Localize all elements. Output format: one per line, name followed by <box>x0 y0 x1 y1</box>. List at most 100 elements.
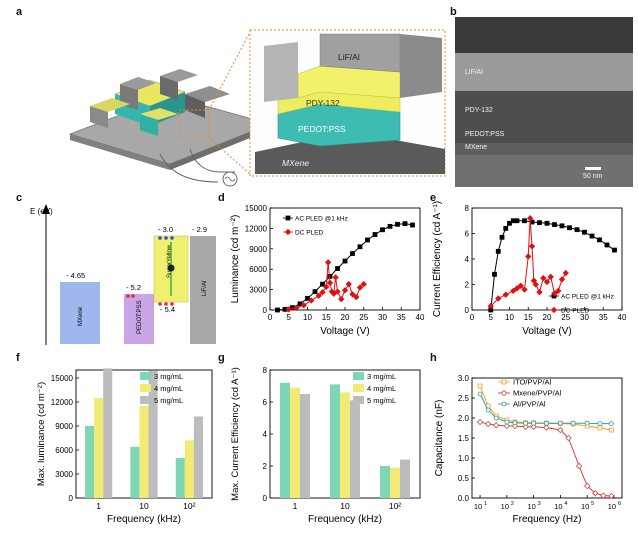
data-point <box>395 221 400 227</box>
legend-label: 5 mg/mL <box>367 396 396 405</box>
data-point <box>330 290 337 297</box>
y-tick-label: 4 <box>263 430 268 439</box>
legend-label: ITO/PVP/Al <box>513 378 552 387</box>
data-point <box>485 407 491 413</box>
legend-swatch <box>353 372 364 380</box>
x-tick-label: 25 <box>359 313 368 322</box>
bar <box>390 467 400 498</box>
legend-label: 3 mg/mL <box>154 372 183 381</box>
sem-label-pedot: PEDOT:PSS <box>465 131 505 138</box>
y-tick-label: 2.0 <box>458 414 470 423</box>
substrate-side <box>70 134 170 170</box>
data-point <box>510 287 517 295</box>
data-point <box>493 422 500 429</box>
data-point <box>557 420 563 426</box>
data-point <box>332 274 339 281</box>
x-tick-label: 10 <box>608 502 616 511</box>
bar <box>400 459 410 498</box>
bar <box>85 426 95 498</box>
x-tick-label: 40 <box>416 313 425 322</box>
data-point <box>357 244 363 250</box>
bar <box>340 392 350 498</box>
panel-letter-d: d <box>218 192 225 204</box>
data-point <box>540 274 547 282</box>
x-tick-exponent: 1 <box>484 501 487 507</box>
x-tick-label: 10 <box>581 502 589 511</box>
data-point <box>308 297 315 304</box>
data-point <box>275 307 280 313</box>
mxene-block-label: MXene <box>78 306 84 326</box>
data-point <box>513 285 521 292</box>
x-axis-label: Frequency (Hz) <box>513 514 582 525</box>
chart-max-efficiency: 0 2 4 6 8 1 10 10² Frequency (kHz) Max. Current E… <box>230 366 421 525</box>
y-axis-label: Luminance (cd m⁻²) <box>230 215 241 304</box>
y-tick-label: 6000 <box>249 265 267 274</box>
pedot-block <box>124 294 154 344</box>
y-tick-label: 12000 <box>245 224 268 233</box>
bar <box>380 466 390 498</box>
data-point <box>320 281 325 287</box>
y-tick-label: 1.5 <box>458 434 470 443</box>
y-tick-label: 3000 <box>55 470 73 479</box>
data-point <box>500 389 508 397</box>
y-tick-label: 3.0 <box>458 374 470 383</box>
y-tick-label: 15000 <box>51 374 74 383</box>
data-point <box>555 287 562 295</box>
x-tick-label: 0 <box>470 313 475 322</box>
sem-label-pdy: PDY-132 <box>465 107 493 114</box>
data-point <box>503 225 509 231</box>
data-point <box>547 273 554 281</box>
data-point <box>517 282 524 289</box>
wire <box>189 148 235 173</box>
data-point <box>410 222 415 228</box>
y-tick-label: 2.5 <box>458 394 470 403</box>
x-tick-label: 40 <box>618 313 627 322</box>
data-point <box>551 290 558 297</box>
data-point <box>507 220 512 226</box>
scale-bar <box>585 167 601 170</box>
x-tick-label: 1 <box>96 501 101 511</box>
data-point <box>402 221 408 227</box>
data-point <box>575 462 583 470</box>
bar <box>193 416 203 498</box>
x-tick-label: 10² <box>183 501 195 511</box>
legend-label: Mxene/PVP/Al <box>513 389 562 398</box>
data-point <box>531 420 537 426</box>
exciton-icon <box>167 264 175 272</box>
data-point <box>323 283 330 291</box>
x-tick-label: 10 <box>505 313 514 322</box>
data-point <box>584 420 590 426</box>
data-point <box>612 247 617 253</box>
data-point <box>543 420 549 426</box>
data-point <box>293 304 300 312</box>
substrate-side-right <box>170 124 270 170</box>
y-tick-label: 4 <box>465 255 470 264</box>
data-point <box>604 242 610 248</box>
data-point <box>495 295 502 302</box>
data-point <box>499 234 505 240</box>
data-point <box>530 423 537 430</box>
data-point <box>372 232 378 237</box>
zoom-box <box>178 109 210 139</box>
x-tick-label: 10 <box>554 502 562 511</box>
bar <box>148 370 158 498</box>
data-point <box>504 419 510 425</box>
y-tick-label: 0 <box>69 494 74 503</box>
data-point <box>574 227 580 233</box>
y-tick-label: 6 <box>465 230 470 239</box>
legend-swatch <box>140 372 151 380</box>
data-point <box>477 391 483 397</box>
y-axis-label: Capacitance (nF) <box>434 400 445 477</box>
data-point <box>338 295 345 303</box>
energy-axis-label: E (eV) <box>30 207 53 216</box>
data-point <box>387 223 393 229</box>
data-point <box>583 482 591 490</box>
x-tick-label: 30 <box>378 313 387 322</box>
data-point <box>493 415 499 421</box>
legend-label: AC PLED @1 kHz <box>561 294 614 301</box>
data-point <box>501 401 507 407</box>
bar <box>330 384 340 498</box>
data-point <box>305 296 310 301</box>
x-tick-label: 10 <box>527 502 535 511</box>
pedot-level: - 5.2 <box>126 283 141 292</box>
